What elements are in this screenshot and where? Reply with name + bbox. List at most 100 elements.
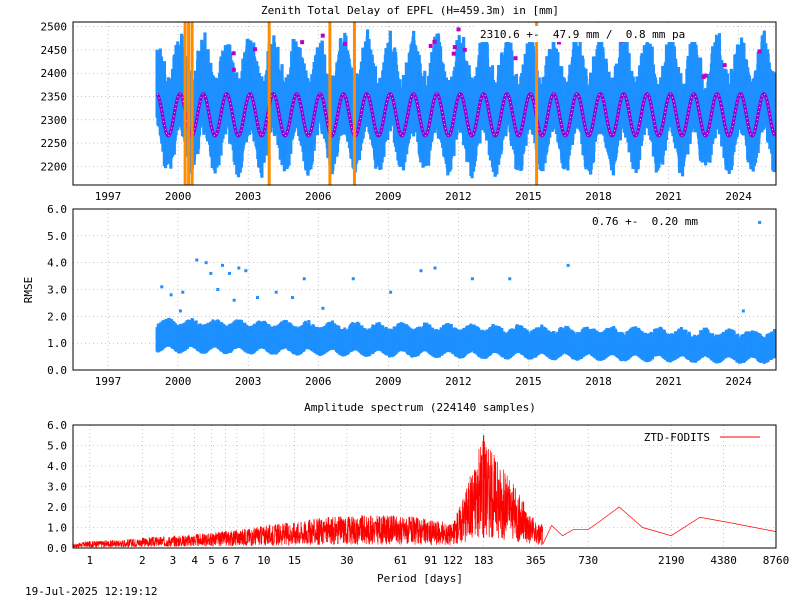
spectrum-x-tick-label: 4380: [710, 554, 737, 567]
rmse-outlier-point: [227, 271, 231, 275]
spectrum-x-tick-labels: 1 2 3 4 5 6 7 10 15 30 61 91 122 183 365 730 2190 4380 876…: [87, 554, 790, 567]
ztd-model-marker: [231, 51, 236, 56]
ztd-x-tick-labels: 1997 2000 2003 2006 2009 2012 2015 2018 2021 2024: [95, 190, 752, 203]
spectrum-title: Amplitude spectrum (224140 samples): [304, 401, 536, 414]
ztd-frame: [72, 21, 777, 186]
rmse-y-tick-label: 0.0: [47, 364, 67, 377]
rmse-x-tick-label: 2000: [165, 375, 192, 388]
spectrum-x-tick-label: 1: [87, 554, 94, 567]
rmse-outlier-point: [302, 277, 306, 281]
ztd-annotation: 2310.6 +- 47.9 mm / 0.8 mm pa: [480, 28, 685, 41]
rmse-outlier-point: [244, 269, 248, 273]
rmse-observation-bar: [773, 328, 777, 358]
ztd-x-tick-label: 2009: [375, 190, 402, 203]
spectrum-x-tick-label: 10: [257, 554, 270, 567]
rmse-x-tick-label: 2024: [725, 375, 752, 388]
spectrum-x-tick-label: 61: [394, 554, 407, 567]
ztd-model-marker: [252, 47, 257, 52]
ztd-event-marker: [535, 22, 539, 185]
spectrum-y-tick-label: 2.0: [47, 501, 67, 514]
rmse-grid: [73, 208, 776, 371]
ztd-annotation-box: [477, 26, 715, 42]
ztd-title: Zenith Total Delay of EPFL (H=459.3m) in…: [261, 4, 559, 17]
rmse-x-tick-label: 2012: [445, 375, 472, 388]
ztd-event-marker: [183, 22, 187, 185]
rmse-x-tick-label: 2015: [515, 375, 542, 388]
ztd-model-marker: [451, 51, 456, 56]
rmse-x-tick-label: 2018: [585, 375, 612, 388]
spectrum-x-tick-label: 5: [208, 554, 215, 567]
ztd-model-marker: [428, 43, 433, 48]
rmse-annotation: 0.76 +- 0.20 mm: [592, 215, 698, 228]
spectrum-legend: ZTD-FODITS: [644, 431, 760, 444]
rmse-outlier-point: [181, 290, 185, 294]
ztd-y-tick-label: 2350: [41, 91, 68, 104]
rmse-y-tick-labels: 0.0 1.0 2.0 3.0 4.0 5.0 6.0: [47, 203, 67, 377]
rmse-outlier-point: [204, 261, 208, 265]
spectrum-x-tick-label: 30: [340, 554, 353, 567]
ztd-event-marker: [352, 22, 356, 185]
rmse-y-tick-label: 5.0: [47, 230, 67, 243]
rmse-outlier-point: [169, 293, 173, 297]
ztd-model-marker: [703, 73, 708, 78]
ztd-model-marker: [701, 74, 706, 79]
rmse-y-tick-label: 2.0: [47, 310, 67, 323]
ztd-x-tick-label: 2012: [445, 190, 472, 203]
timestamp: 19-Jul-2025 12:19:12: [25, 585, 157, 598]
ztd-x-tick-label: 2015: [515, 190, 542, 203]
rmse-observations: [155, 317, 777, 364]
spectrum-x-tick-label: 91: [424, 554, 437, 567]
ztd-event-marker: [187, 22, 191, 185]
ztd-event-marker: [328, 22, 332, 185]
rmse-outlier-point: [256, 296, 260, 300]
rmse-outlier-point: [758, 220, 762, 224]
rmse-outlier-point: [741, 309, 745, 313]
ztd-x-tick-label: 2000: [165, 190, 192, 203]
spectrum-x-tick-label: 3: [170, 554, 177, 567]
ztd-y-tick-labels: 2200 2250 2300 2350 2400 2450 2500: [41, 21, 68, 174]
rmse-outlier-point: [321, 306, 325, 310]
ztd-model-marker: [556, 40, 561, 45]
ztd-x-tick-label: 2024: [725, 190, 752, 203]
spectrum-x-tick-label: 183: [474, 554, 494, 567]
rmse-x-tick-label: 1997: [95, 375, 122, 388]
rmse-outlier-point: [160, 285, 164, 289]
ztd-event-marker: [267, 22, 271, 185]
rmse-outlier-point: [470, 277, 474, 281]
rmse-outlier-point: [220, 263, 224, 267]
rmse-outlier-point: [178, 309, 182, 313]
ztd-model-highlight: [156, 93, 776, 137]
rmse-outlier-point: [566, 263, 570, 267]
ztd-model-marker: [722, 63, 727, 68]
ztd-y-tick-label: 2400: [41, 67, 68, 80]
rmse-outlier-point: [216, 288, 220, 291]
spectrum-x-tick-label: 122: [443, 554, 463, 567]
spectrum-x-axis-label: Period [days]: [377, 572, 463, 585]
spectrum-y-tick-labels: 0.0 1.0 2.0 3.0 4.0 5.0 6.0: [47, 419, 67, 555]
rmse-outlier-point: [274, 290, 278, 294]
spectrum-x-tick-label: 7: [234, 554, 241, 567]
ztd-panel: Zenith Total Delay of EPFL (H=459.3m) in…: [41, 4, 777, 203]
ztd-y-tick-label: 2250: [41, 137, 68, 150]
rmse-outlier-point: [389, 290, 393, 294]
ztd-model-marker: [300, 40, 305, 45]
spectrum-legend-label: ZTD-FODITS: [644, 431, 710, 444]
rmse-outlier-point: [195, 258, 199, 262]
rmse-x-tick-label: 2003: [235, 375, 262, 388]
spectrum-y-tick-label: 3.0: [47, 481, 67, 494]
rmse-x-tick-label: 2021: [655, 375, 682, 388]
rmse-y-tick-label: 6.0: [47, 203, 67, 216]
ztd-x-tick-label: 1997: [95, 190, 122, 203]
ztd-x-tick-label: 2006: [305, 190, 332, 203]
ztd-model-marker: [231, 67, 236, 72]
ztd-y-tick-label: 2500: [41, 21, 68, 34]
rmse-outlier-point: [433, 266, 437, 270]
rmse-outlier-point: [232, 298, 236, 302]
rmse-x-tick-labels: 1997 2000 2003 2006 2009 2012 2015 2018 2021 2024: [95, 375, 752, 388]
spectrum-line: [72, 440, 777, 548]
ztd-x-tick-label: 2003: [235, 190, 262, 203]
spectrum-x-tick-label: 365: [526, 554, 546, 567]
ztd-event-markers: [183, 22, 539, 185]
